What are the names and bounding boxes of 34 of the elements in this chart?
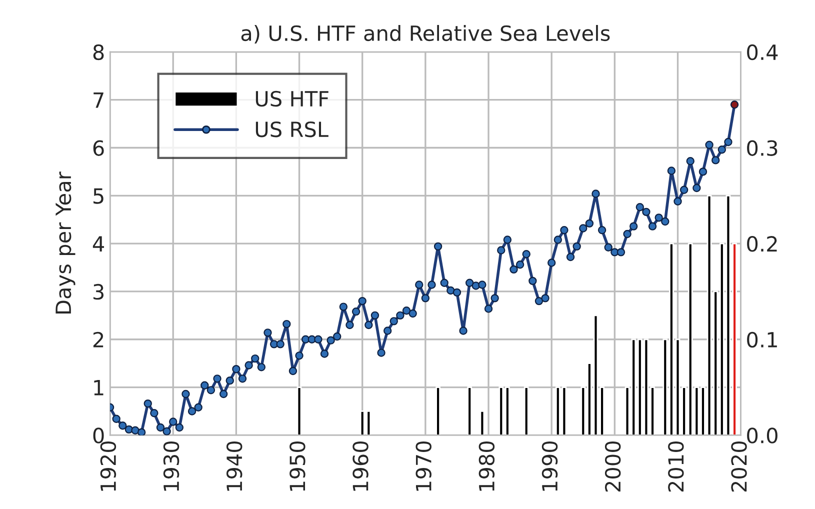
x-tick-label: 2010 [668,441,684,492]
bar [436,386,440,436]
y-tick-label: 0 [93,428,104,444]
bar [296,386,302,436]
bar [524,386,529,436]
y-tick-label: 8 [93,44,104,60]
x-tick-label: 1940 [226,441,242,491]
y2-tick-label: 0.4 [747,44,778,60]
y-tick-label: 4 [92,236,104,252]
legend-label: US HTF [256,90,328,107]
y-tick-label: 3 [93,284,104,300]
x-tick-label: 1930 [163,441,180,491]
bar [480,410,485,436]
y-tick-label: 5 [94,188,104,204]
x-tick-label: 1920 [100,441,116,491]
y-tick-label: 2 [93,332,104,348]
x-tick-label: 1980 [478,441,495,491]
x-tick-label: 1950 [290,441,306,491]
chart-title: a) U.S. HTF and Relative Sea Levels [241,24,610,44]
y-tick-label: 6 [93,140,104,156]
y-tick-label: 1 [94,380,104,396]
y2-tick-label: 0.3 [747,140,778,156]
y2-tick-label: 0.0 [747,428,778,444]
y2-tick-label: 0.1 [747,332,777,348]
x-tick-label: 1960 [352,441,368,491]
y2-tick-label: 0.2 [747,236,777,252]
y-tick-label: 7 [94,92,104,108]
x-tick-label: 1970 [416,441,432,491]
x-tick-label: 1990 [542,441,558,491]
legend-label: US RSL [256,121,328,138]
x-tick-label: 2000 [604,441,621,492]
y-axis-title: Days per Year [56,172,76,314]
x-tick-label: 2020 [731,441,747,492]
bar [467,386,472,436]
